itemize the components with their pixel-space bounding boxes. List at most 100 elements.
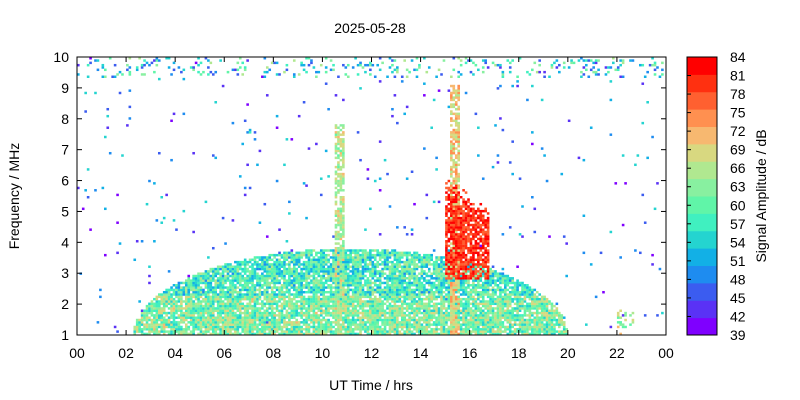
heatmap-cell (378, 256, 382, 259)
heatmap-cell (187, 297, 191, 301)
heatmap-cell (187, 309, 191, 312)
heatmap-cell (393, 279, 397, 282)
heatmap-cell (329, 59, 333, 62)
heatmap-cell (457, 246, 460, 250)
heatmap-cell (349, 281, 353, 285)
heatmap-cell (182, 328, 186, 331)
heatmap-cell (248, 316, 252, 319)
heatmap-cell (418, 323, 421, 326)
heatmap-cell (202, 332, 205, 336)
heatmap-cell (457, 186, 460, 190)
heatmap-cell (373, 321, 377, 324)
heatmap-cell (234, 295, 237, 299)
heatmap-cell (305, 314, 308, 317)
heatmap-cell (467, 200, 470, 204)
heatmap-cell (454, 156, 458, 160)
heatmap-cell (300, 321, 303, 324)
heatmap-cell (268, 253, 272, 257)
heatmap-cell (231, 293, 235, 296)
heatmap-cell (447, 228, 451, 231)
heatmap-cell (307, 297, 311, 301)
heatmap-cell (327, 302, 330, 306)
heatmap-cell (224, 267, 227, 271)
heatmap-cell (445, 246, 448, 250)
heatmap-cell (405, 75, 409, 78)
heatmap-cell (450, 256, 453, 259)
heatmap-cell (420, 263, 424, 266)
heatmap-cell (354, 323, 357, 326)
heatmap-cell (209, 295, 213, 299)
heatmap-cell (405, 263, 409, 266)
heatmap-cell (450, 265, 453, 268)
heatmap-cell (403, 265, 406, 268)
heatmap-cell (312, 256, 316, 259)
heatmap-cell (219, 316, 222, 319)
heatmap-cell (322, 295, 326, 299)
heatmap-cell (459, 316, 463, 319)
heatmap-cell (221, 267, 225, 271)
heatmap-cell (258, 330, 262, 333)
heatmap-cell (253, 267, 257, 271)
heatmap-cell (324, 328, 328, 331)
heatmap-cell (427, 263, 431, 266)
heatmap-cell (398, 300, 402, 303)
heatmap-cell (339, 138, 343, 141)
heatmap-cell (155, 311, 159, 315)
heatmap-cell (346, 314, 350, 317)
heatmap-cell (427, 304, 431, 308)
heatmap-cell (459, 330, 463, 333)
heatmap-cell (459, 228, 463, 231)
heatmap-cell (324, 325, 328, 329)
heatmap-cell (334, 165, 338, 169)
heatmap-cell (148, 265, 151, 268)
heatmap-cell (378, 277, 382, 280)
heatmap-cell (337, 302, 340, 306)
heatmap-cell (160, 293, 164, 296)
heatmap-cell (211, 272, 215, 275)
heatmap-cell (211, 302, 215, 306)
heatmap-cell (248, 325, 252, 329)
heatmap-cell (391, 279, 394, 282)
heatmap-cell (324, 70, 328, 74)
heatmap-cell (386, 263, 389, 266)
heatmap-cell (307, 316, 311, 319)
heatmap-cell (383, 314, 387, 317)
heatmap-cell (369, 300, 372, 303)
heatmap-cell (445, 223, 448, 227)
heatmap-cell (162, 304, 166, 308)
heatmap-cell (167, 318, 171, 322)
heatmap-cell (155, 316, 159, 319)
heatmap-cell (398, 314, 402, 317)
heatmap-cell (349, 253, 353, 257)
heatmap-cell (474, 309, 478, 312)
heatmap-cell (297, 274, 301, 278)
heatmap-cell (430, 284, 433, 287)
heatmap-cell (474, 112, 478, 116)
heatmap-cell (459, 267, 463, 271)
heatmap-cell (403, 270, 406, 273)
heatmap-cell (275, 114, 279, 118)
heatmap-cell (165, 325, 168, 329)
heatmap-cell (339, 184, 343, 187)
heatmap-cell (324, 330, 328, 333)
heatmap-cell (77, 63, 80, 67)
heatmap-cell (371, 300, 375, 303)
heatmap-cell (440, 302, 443, 306)
heatmap-cell (440, 272, 443, 275)
heatmap-cell (393, 256, 397, 259)
heatmap-cell (366, 253, 370, 257)
heatmap-cell (140, 328, 144, 331)
heatmap-cell (322, 277, 326, 280)
heatmap-cell (337, 154, 340, 157)
heatmap-cell (418, 256, 421, 259)
heatmap-cell (393, 290, 397, 294)
heatmap-cell (454, 311, 458, 315)
heatmap-cell (361, 253, 365, 257)
heatmap-cell (278, 318, 281, 322)
heatmap-cell (481, 288, 485, 292)
heatmap-cell (346, 309, 350, 312)
heatmap-cell (457, 126, 460, 129)
heatmap-cell (342, 286, 345, 289)
heatmap-cell (283, 316, 286, 319)
heatmap-cell (273, 253, 276, 257)
